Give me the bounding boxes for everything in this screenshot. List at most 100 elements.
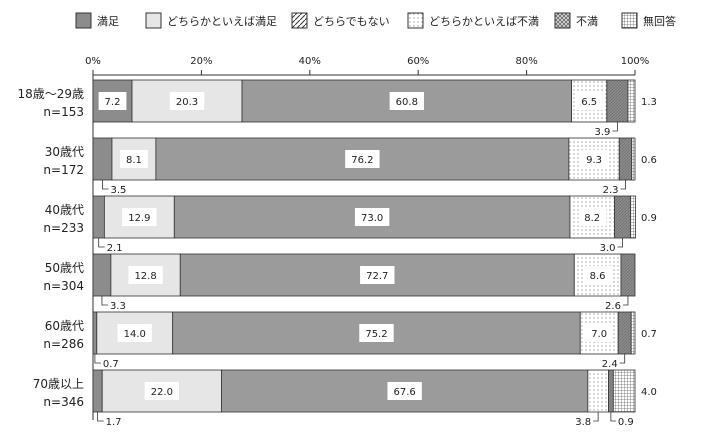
value-label-5-2: 67.6 <box>394 387 416 398</box>
leader-line-3-0 <box>101 296 108 306</box>
value-label-0-5: 1.3 <box>641 97 657 108</box>
value-label-bg-2-1 <box>122 208 157 226</box>
bar-segment-4-5 <box>630 311 636 355</box>
value-label-4-3: 7.0 <box>591 329 607 340</box>
category-label-1: 30歳代 <box>45 145 84 159</box>
bar-segment-1-0 <box>92 137 113 181</box>
value-label-0-0: 7.2 <box>105 97 121 108</box>
legend-item-4: 不満 <box>554 12 598 29</box>
value-label-3-2: 72.7 <box>366 271 388 282</box>
legend-swatch-5 <box>621 12 638 29</box>
x-tick-label-3: 60% <box>407 56 429 67</box>
value-label-bg-5-2 <box>387 382 422 400</box>
value-label-bg-2-3 <box>578 208 607 226</box>
bar-segment-2-0 <box>92 195 105 239</box>
x-tick-label-2: 40% <box>299 56 321 67</box>
leader-line-1-4 <box>620 180 626 190</box>
value-label-bg-4-1 <box>117 324 152 342</box>
leader-line-5-3 <box>593 412 599 422</box>
category-n-3: n=304 <box>43 279 84 293</box>
leader-line-5-0 <box>97 412 104 422</box>
value-label-4-2: 75.2 <box>365 329 387 340</box>
legend-swatch-4 <box>554 12 571 29</box>
value-label-2-4: 3.0 <box>600 243 616 254</box>
legend-label-1: どちらかといえば満足 <box>167 15 277 28</box>
leader-line-2-0 <box>98 238 105 248</box>
legend-label-0: 満足 <box>97 15 119 28</box>
value-label-5-1: 22.0 <box>151 387 173 398</box>
bar-segment-1-4 <box>618 137 633 181</box>
value-label-1-5: 0.6 <box>641 155 657 166</box>
value-label-5-0: 1.7 <box>106 417 122 428</box>
value-label-2-5: 0.9 <box>641 213 657 224</box>
legend-item-1: どちらかといえば満足 <box>145 12 277 29</box>
bar-segment-4-4 <box>617 311 632 355</box>
value-label-bg-0-2 <box>389 92 425 110</box>
bar-row-4: 60歳代 n=286 0.7 14.0 75.2 7.0 2.4 0.7 <box>43 311 657 370</box>
value-label-bg-0-1 <box>169 92 205 110</box>
value-label-bg-3-3 <box>583 266 612 284</box>
bars: 18歳～29歳 n=153 7.2 20.3 60.8 6.5 3.9 1.3 30歳代 n=17… <box>17 79 657 428</box>
bar-segment-0-5 <box>627 79 636 123</box>
value-label-bg-0-3 <box>575 92 604 110</box>
bar-segment-5-0 <box>92 369 103 413</box>
bar-row-3: 50歳代 n=304 3.3 12.8 72.7 8.6 2.6 <box>43 253 636 312</box>
bar-segment-2-5 <box>630 195 636 239</box>
legend-label-3: どちらかといえば不満 <box>429 15 539 28</box>
x-tick-label-0: 0% <box>85 56 101 67</box>
value-label-0-2: 60.8 <box>396 97 418 108</box>
leader-line-0-4 <box>612 122 618 132</box>
value-label-bg-3-2 <box>360 266 395 284</box>
category-n-2: n=233 <box>43 221 84 235</box>
value-label-4-5: 0.7 <box>641 329 657 340</box>
bar-row-2: 40歳代 n=233 2.1 12.9 73.0 8.2 3.0 0.9 <box>43 195 657 254</box>
bar-segment-2-4 <box>614 195 632 239</box>
leader-line-4-0 <box>94 354 101 364</box>
bar-row-5: 70歳以上 n=346 1.7 22.0 67.6 3.8 0.9 4.0 <box>33 369 657 428</box>
legend-item-2: どちらでもない <box>291 12 390 29</box>
legend-swatch-2 <box>291 12 308 29</box>
bar-row-1: 30歳代 n=172 3.5 8.1 76.2 9.3 2.3 0.6 <box>43 137 657 196</box>
legend-item-0: 満足 <box>75 12 119 29</box>
x-axis: 0% 20% 40% 60% 80% 100% <box>85 56 649 420</box>
leader-line-4-4 <box>619 354 626 364</box>
value-label-5-3: 3.8 <box>575 417 591 428</box>
category-label-3: 50歳代 <box>45 261 84 275</box>
category-label-2: 40歳代 <box>45 203 84 217</box>
x-tick-label-4: 80% <box>515 56 537 67</box>
bar-segment-5-3 <box>587 369 609 413</box>
value-label-3-1: 12.8 <box>134 271 156 282</box>
value-label-4-0: 0.7 <box>103 359 119 370</box>
category-n-4: n=286 <box>43 337 84 351</box>
value-label-bg-4-2 <box>359 324 394 342</box>
bar-segment-1-5 <box>631 137 636 181</box>
value-label-bg-3-1 <box>128 266 163 284</box>
category-label-5: 70歳以上 <box>33 377 84 391</box>
value-label-2-3: 8.2 <box>584 213 600 224</box>
category-label-0: 18歳～29歳 <box>17 87 84 101</box>
value-label-1-0: 3.5 <box>110 185 126 196</box>
legend-item-3: どちらかといえば不満 <box>407 12 539 29</box>
category-n-1: n=172 <box>43 163 84 177</box>
value-label-3-4: 2.6 <box>605 301 621 312</box>
value-label-4-4: 2.4 <box>602 359 618 370</box>
value-label-1-4: 2.3 <box>603 185 619 196</box>
legend-label-5: 無回答 <box>643 14 676 28</box>
leader-line-5-4 <box>610 412 616 422</box>
bar-row-0: 18歳～29歳 n=153 7.2 20.3 60.8 6.5 3.9 1.3 <box>17 79 657 138</box>
value-label-bg-5-1 <box>144 382 180 400</box>
leader-line-3-4 <box>622 296 629 306</box>
value-label-bg-4-3 <box>585 324 614 342</box>
value-label-1-2: 76.2 <box>351 155 373 166</box>
value-label-bg-1-3 <box>580 150 608 168</box>
value-label-3-3: 8.6 <box>590 271 606 282</box>
value-label-1-3: 9.3 <box>586 155 602 166</box>
bar-segment-3-4 <box>620 253 636 297</box>
legend-swatch-1 <box>145 12 162 29</box>
value-label-3-0: 3.3 <box>110 301 126 312</box>
leader-line-2-4 <box>617 238 623 248</box>
bar-segment-0-4 <box>606 79 629 123</box>
value-label-2-2: 73.0 <box>361 213 383 224</box>
value-label-5-5: 4.0 <box>641 387 657 398</box>
